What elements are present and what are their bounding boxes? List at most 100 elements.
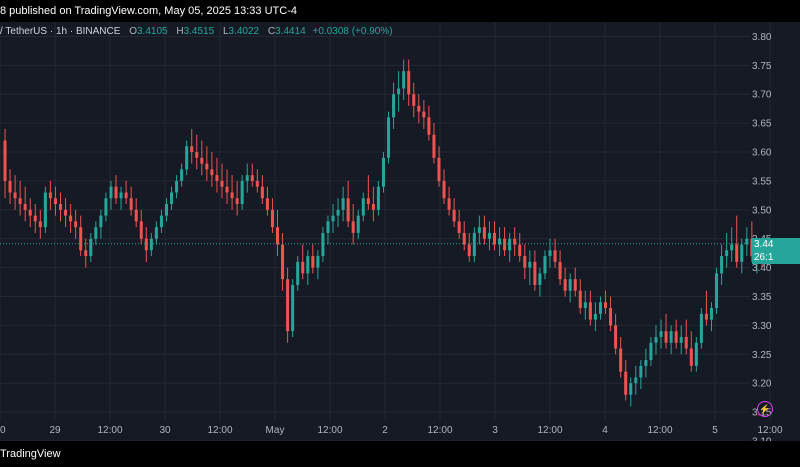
candle-body [674,331,678,343]
open-label: O [129,26,137,37]
candle-body [664,331,668,343]
price-tick-label: 3.60 [752,148,772,159]
candle-body [321,232,325,257]
time-tick-label: 4 [602,425,608,436]
candle-body [195,152,199,158]
low-label: L [222,26,229,37]
time-axis[interactable]: 0 29 12:00 30 12:00 May 12:00 2 12:00 3 12:00 4 12:0… [0,425,783,436]
candle-body [462,232,466,245]
candle-body [296,261,300,285]
candle-body [583,302,587,309]
candle-body [654,336,658,343]
candle-body [634,377,638,384]
candle-body [553,250,557,262]
open-value: 3.4105 [136,26,168,37]
candle-body [220,180,224,187]
candle-body [467,244,471,257]
close-value: 3.4414 [275,26,306,37]
candle-body [487,232,491,239]
candle-body [381,157,385,187]
current-price-label: 3.44 26:1 [752,237,800,264]
symbol-text: / TetherUS · 1h · BINANCE [0,26,121,37]
candle-body [58,204,63,210]
candle-body [503,238,507,251]
published-text: 8 published on TradingView.com, May 05, … [0,5,297,17]
candle-body [508,238,512,251]
candle-body [548,250,552,257]
candle-body [286,279,290,332]
high-value: 3.4515 [183,26,215,37]
candle-body [644,360,648,366]
candle-body [74,221,78,228]
candle-body [715,273,719,309]
tradingview-footer: TradingView [0,441,800,467]
bar-countdown: 26:1 [754,251,774,263]
candle-body [629,383,633,395]
price-tick-label: 3.50 [752,205,772,216]
lightning-bolt-icon[interactable]: ⚡ [757,401,773,417]
candle-body [190,146,194,153]
low-value: 3.4022 [228,26,260,37]
change-value: +0.0308 (+0.90%) [312,26,393,37]
price-tick-label: 3.40 [752,263,772,274]
candle-body [518,244,522,257]
candle-body [69,215,73,222]
candle-body [669,331,673,343]
price-tick-label: 3.80 [752,32,772,43]
time-tick-label: 2 [382,425,388,436]
candle-body [740,244,744,262]
candle-body [427,117,431,135]
candle-body [33,215,37,222]
close-label: C [267,26,276,37]
candle-body [704,313,708,320]
candles [3,59,769,407]
candle-body [609,308,613,326]
time-tick-label: 3 [492,425,498,436]
time-tick-label: 5 [712,425,718,436]
candle-body [619,348,623,372]
candle-body [180,169,184,181]
candle-body [245,175,249,181]
candle-body [104,198,108,216]
candle-body [281,244,285,280]
candle-body [402,71,406,89]
candle-body [8,180,12,193]
candle-body [538,273,542,285]
candle-body [371,204,375,210]
candle-body [588,302,592,320]
candle-body [84,250,88,257]
candle-body [331,215,335,222]
symbol-legend: / TetherUS · 1h · BINANCE O3.4105 H3.451… [0,26,393,40]
candle-body [149,238,153,251]
candle-body [422,111,426,118]
candle-body [48,192,52,199]
candle-body [301,261,305,274]
candle-body [291,284,295,332]
candle-body [725,250,729,257]
brand-text: TradingView [0,448,61,460]
candle-body [99,215,103,228]
candle-body [392,94,396,118]
price-tick-label: 3.70 [752,90,772,101]
candle-body [513,238,517,245]
time-tick-label: 12:00 [427,425,452,436]
candle-body [578,290,582,309]
candle-body [447,198,451,210]
price-tick-label: 3.55 [752,176,772,187]
time-tick-label: 12:00 [207,425,232,436]
candle-body [205,163,209,170]
time-tick-label: 0 [0,425,6,436]
candle-body [94,227,98,239]
time-tick-label: 12:00 [317,425,342,436]
candle-body [366,198,370,205]
candle-body [351,221,355,233]
candle-body [361,198,365,216]
candle-body [659,331,663,337]
candle-body [336,209,340,216]
candle-body [124,192,128,199]
candle-body [437,157,441,181]
price-tick-label: 3.30 [752,321,772,332]
candle-body [432,134,436,158]
